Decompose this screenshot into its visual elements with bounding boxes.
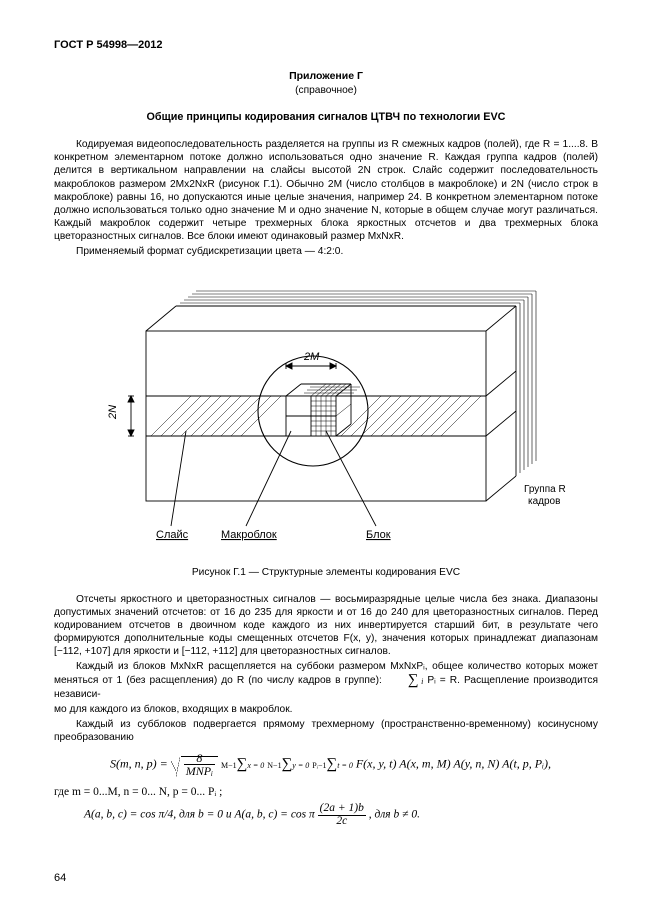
label-2m: 2M	[303, 351, 320, 363]
figure-caption: Рисунок Г.1 — Структурные элементы кодир…	[54, 566, 598, 579]
paragraph-1: Кодируемая видеопоследовательность разде…	[54, 138, 598, 242]
sum-symbol: ∑ i	[386, 673, 423, 688]
label-group-l2: кадров	[528, 496, 560, 507]
formula-A-post: , для b ≠ 0.	[369, 809, 420, 821]
appendix-title: Приложение Г	[54, 70, 598, 83]
label-group-l1: Группа R	[524, 484, 566, 495]
figure-svg: 2M 2N Слайс Макроблок Блок Группа R кадр…	[76, 266, 576, 556]
formula-A: A(a, b, c) = cos π/4, для b = 0 и A(a, b…	[84, 803, 598, 827]
page-number: 64	[54, 871, 66, 885]
paragraph-6: Каждый из субблоков подвергается прямому…	[54, 718, 598, 744]
document-page: ГОСТ Р 54998—2012 Приложение Г (справочн…	[0, 0, 646, 913]
formula-A-pre: A(a, b, c) = cos π/4, для b = 0 и A(a, b…	[84, 809, 318, 821]
paragraph-5: мо для каждого из блоков, входящих в мак…	[54, 703, 598, 716]
label-2n: 2N	[107, 405, 119, 420]
label-macroblock: Макроблок	[221, 529, 277, 541]
formula-tail: F(x, y, t) A(x, m, M) A(y, n, N) A(t, p,…	[356, 757, 551, 771]
sqrt-icon: 8MNPᵢ	[171, 752, 218, 777]
figure-g1: 2M 2N Слайс Макроблок Блок Группа R кадр…	[54, 266, 598, 560]
paragraph-4: Каждый из блоков MxNxR расщепляется на с…	[54, 660, 598, 701]
formula-where: где m = 0...M, n = 0... N, p = 0... Pᵢ ;	[54, 785, 598, 800]
fraction-icon: (2a + 1)b 2c	[318, 803, 366, 827]
label-slice: Слайс	[156, 529, 189, 541]
document-id: ГОСТ Р 54998—2012	[54, 38, 598, 52]
label-block: Блок	[366, 529, 391, 541]
paragraph-2: Применяемый формат субдискретизации цвет…	[54, 245, 598, 258]
paragraph-3: Отсчеты яркостного и цветоразностных сиг…	[54, 593, 598, 658]
formula-main: S(m, n, p) = 8MNPᵢ M−1∑x = 0 N−1∑y = 0 P…	[110, 752, 598, 777]
formula-lead: S(m, n, p) =	[110, 757, 171, 771]
appendix-subtitle: (справочное)	[54, 84, 598, 97]
section-title: Общие принципы кодирования сигналов ЦТВЧ…	[54, 111, 598, 125]
